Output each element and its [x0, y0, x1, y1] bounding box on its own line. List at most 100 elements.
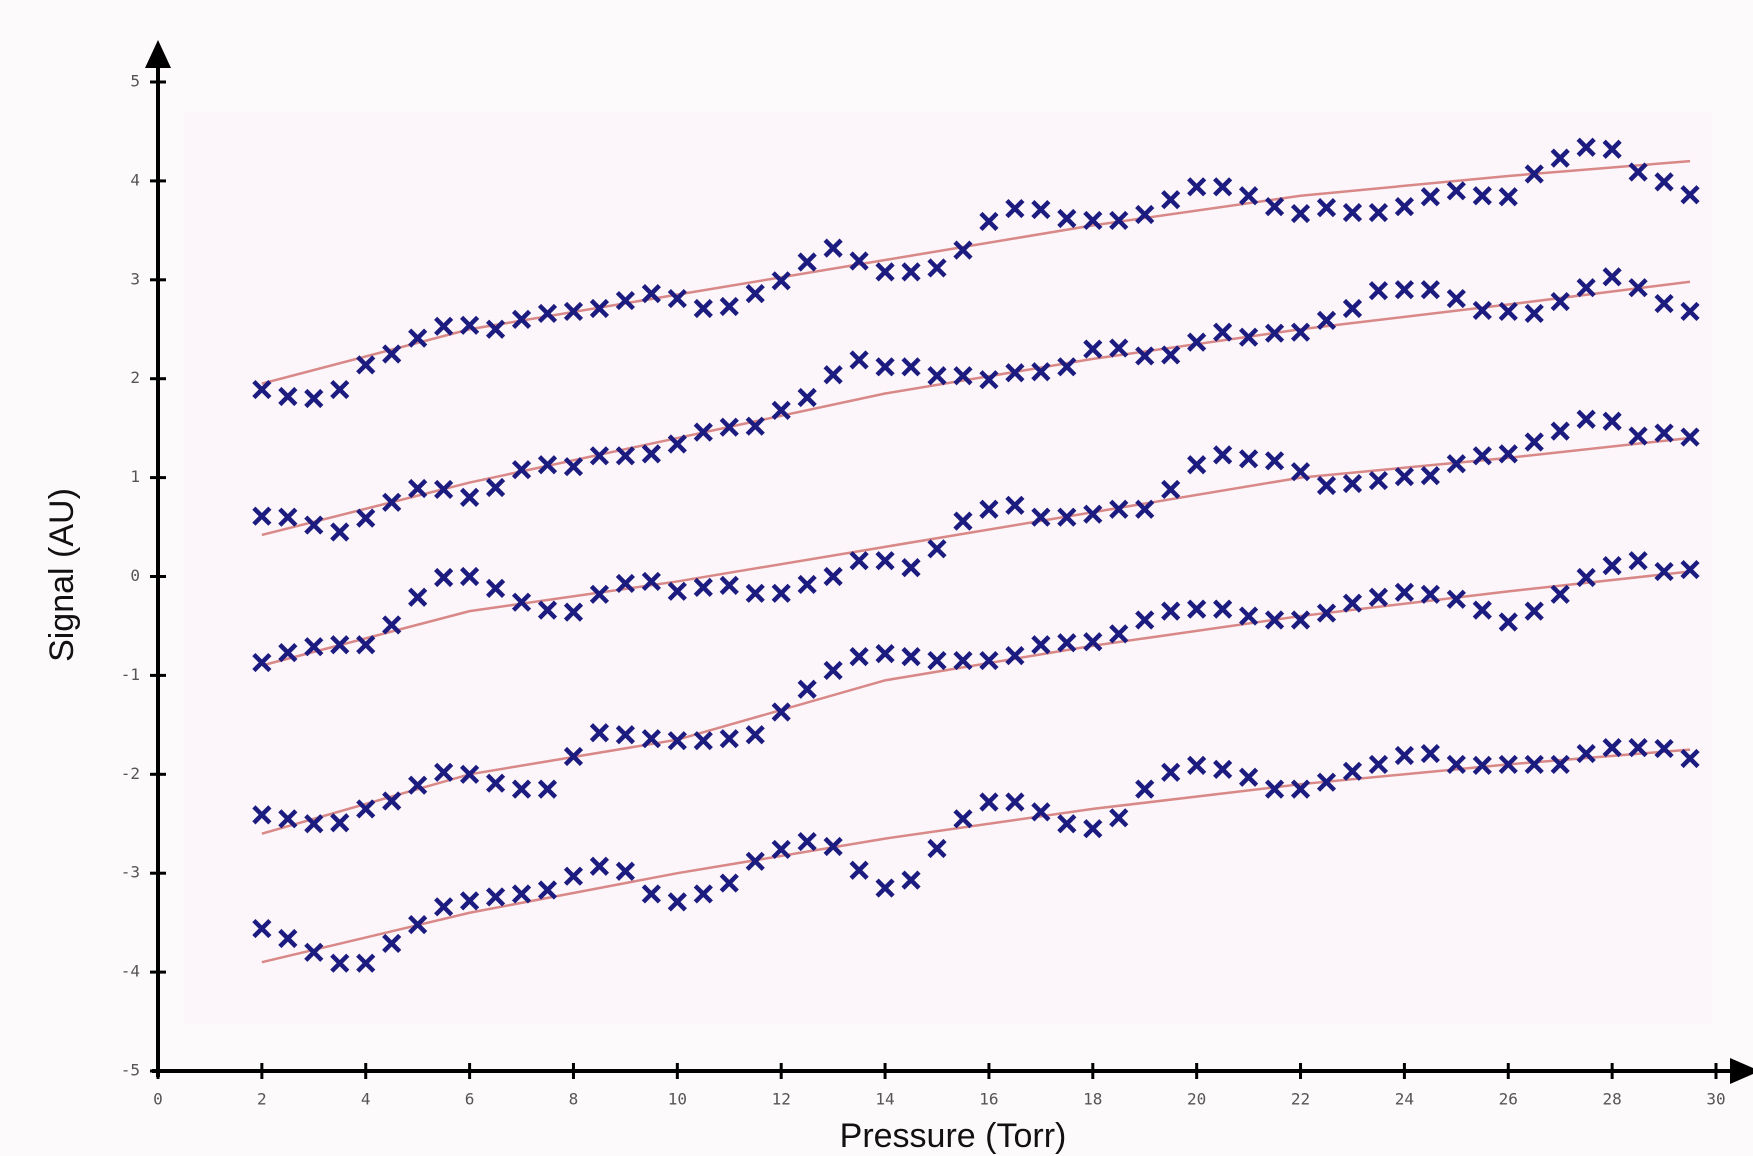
- x-marker: [304, 637, 324, 657]
- y-tick-label: 4: [130, 170, 140, 189]
- x-marker: [589, 446, 610, 466]
- x-marker: [589, 856, 610, 876]
- x-marker: [615, 290, 635, 311]
- x-marker: [615, 725, 635, 745]
- x-marker: [693, 884, 713, 904]
- x-marker: [563, 301, 584, 322]
- x-marker: [1628, 551, 1648, 571]
- x-marker: [1057, 814, 1077, 834]
- x-marker: [823, 365, 843, 385]
- x-marker: [382, 791, 402, 811]
- x-marker: [1316, 310, 1337, 330]
- x-marker: [1264, 451, 1285, 471]
- x-marker: [875, 878, 895, 898]
- x-marker: [1213, 759, 1233, 779]
- x-marker: [1602, 139, 1622, 159]
- x-marker: [1109, 338, 1129, 358]
- x-marker: [356, 799, 376, 819]
- x-marker: [1187, 455, 1207, 475]
- x-marker: [537, 303, 558, 324]
- x-marker: [979, 792, 999, 812]
- x-marker: [563, 602, 584, 622]
- x-marker: [1550, 291, 1570, 312]
- x-marker: [278, 928, 298, 949]
- x-marker: [1161, 479, 1181, 500]
- x-marker: [1083, 210, 1103, 231]
- x-marker: [1654, 738, 1674, 759]
- x-marker: [485, 773, 506, 793]
- x-marker: [382, 344, 402, 364]
- x-marker: [823, 238, 843, 258]
- x-marker: [434, 762, 454, 782]
- x-marker: [304, 814, 324, 834]
- x-marker: [771, 702, 791, 722]
- x-marker: [953, 240, 973, 260]
- y-tick-label: 2: [130, 368, 140, 387]
- x-marker: [797, 831, 817, 852]
- x-marker: [1498, 612, 1518, 632]
- x-marker: [901, 870, 921, 890]
- x-marker: [485, 887, 506, 907]
- x-marker: [460, 764, 480, 784]
- x-marker: [1368, 587, 1389, 607]
- x-marker: [485, 477, 506, 498]
- y-tick-label: -1: [121, 665, 140, 684]
- x-marker: [667, 581, 687, 601]
- x-tick-label: 24: [1395, 1090, 1414, 1109]
- fit-line: [261, 436, 1691, 667]
- y-tick-label: 5: [130, 72, 140, 91]
- x-marker: [849, 647, 869, 667]
- x-marker: [408, 478, 428, 499]
- y-axis-title: Signal (AU): [43, 488, 81, 662]
- x-marker: [1135, 499, 1155, 519]
- x-marker: [1264, 779, 1285, 799]
- x-marker: [1576, 137, 1596, 157]
- x-marker: [797, 574, 817, 595]
- x-marker: [1187, 177, 1207, 197]
- x-marker: [1524, 303, 1544, 324]
- y-axis-arrow: [145, 40, 171, 68]
- x-marker: [745, 416, 765, 436]
- y-tick-label: -4: [121, 962, 140, 981]
- x-marker: [1628, 162, 1648, 182]
- x-marker: [771, 839, 791, 860]
- x-marker: [1342, 761, 1363, 781]
- x-marker: [875, 262, 895, 282]
- x-marker: [382, 933, 402, 954]
- x-marker: [408, 328, 428, 348]
- x-marker: [979, 370, 999, 390]
- y-tick-label: 3: [130, 269, 140, 288]
- x-marker: [1680, 427, 1700, 447]
- x-marker: [1264, 197, 1285, 217]
- x-marker: [330, 635, 350, 655]
- x-marker: [1550, 754, 1570, 775]
- x-marker: [330, 379, 350, 400]
- x-marker: [771, 400, 791, 420]
- x-marker: [1602, 411, 1622, 431]
- x-marker: [1524, 164, 1544, 184]
- x-marker: [1498, 187, 1518, 207]
- x-marker: [745, 583, 765, 603]
- x-marker: [1498, 754, 1518, 775]
- x-marker: [278, 809, 298, 829]
- x-marker: [1057, 633, 1077, 653]
- x-marker: [927, 539, 947, 559]
- x-marker: [1057, 507, 1077, 527]
- x-axis-arrow: [1730, 1058, 1753, 1084]
- x-marker: [511, 460, 532, 480]
- x-marker: [1031, 507, 1051, 527]
- x-marker: [252, 918, 272, 939]
- x-marker: [641, 884, 661, 904]
- x-marker: [252, 652, 272, 673]
- x-marker: [1031, 635, 1051, 655]
- x-marker: [667, 731, 687, 751]
- x-marker: [434, 897, 454, 917]
- x-marker: [1576, 278, 1596, 298]
- x-marker: [1394, 467, 1414, 487]
- x-marker: [1057, 208, 1077, 229]
- x-marker: [1550, 421, 1570, 441]
- x-marker: [875, 551, 895, 571]
- x-marker: [1342, 202, 1363, 223]
- x-marker: [1316, 198, 1337, 218]
- x-marker: [1680, 748, 1700, 769]
